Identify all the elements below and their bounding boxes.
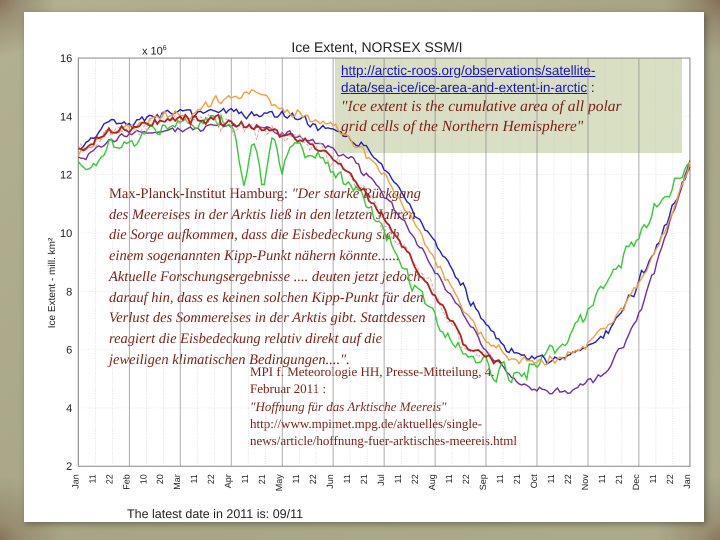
svg-text:21: 21 (614, 474, 624, 484)
svg-text:10: 10 (138, 474, 148, 484)
svg-text:6: 6 (66, 345, 72, 357)
svg-text:21: 21 (257, 474, 267, 484)
svg-text:Jan: Jan (682, 474, 692, 489)
svg-text:Aug: Aug (427, 474, 437, 490)
svg-text:14: 14 (60, 111, 72, 123)
svg-text:21: 21 (359, 474, 369, 484)
svg-text:11: 11 (393, 474, 403, 483)
svg-text:Sep: Sep (478, 474, 488, 490)
svg-text:Apr: Apr (223, 474, 233, 488)
svg-text:Dec: Dec (631, 474, 641, 491)
svg-text:16: 16 (60, 53, 72, 65)
svg-text:11: 11 (648, 474, 658, 483)
svg-text:May: May (274, 474, 284, 492)
svg-text:Jun: Jun (325, 474, 335, 489)
svg-text:11: 11 (444, 474, 454, 483)
svg-text:22: 22 (206, 474, 216, 484)
svg-text:22: 22 (665, 474, 675, 484)
svg-text:22: 22 (308, 474, 318, 484)
svg-text:11: 11 (291, 474, 301, 483)
svg-text:Feb: Feb (121, 474, 131, 490)
svg-text:22: 22 (104, 474, 114, 484)
svg-text:2: 2 (66, 461, 72, 473)
svg-text:8: 8 (66, 286, 72, 298)
svg-text:4: 4 (66, 403, 72, 415)
svg-text:11: 11 (342, 474, 352, 483)
svg-text:21: 21 (512, 474, 522, 484)
svg-text:12: 12 (60, 170, 72, 182)
svg-text:11: 11 (87, 474, 97, 483)
svg-text:22: 22 (410, 474, 420, 484)
svg-text:Jul: Jul (376, 474, 386, 486)
svg-text:Nov: Nov (580, 474, 590, 491)
svg-text:Jan: Jan (70, 474, 80, 489)
svg-text:11: 11 (597, 474, 607, 483)
svg-text:11: 11 (546, 474, 556, 483)
svg-text:11: 11 (495, 474, 505, 483)
svg-text:20: 20 (155, 474, 165, 484)
svg-text:22: 22 (563, 474, 573, 484)
svg-text:Mar: Mar (172, 474, 182, 490)
svg-text:22: 22 (461, 474, 471, 484)
svg-text:11: 11 (189, 474, 199, 483)
svg-text:Oct: Oct (529, 474, 539, 489)
svg-text:10: 10 (60, 228, 72, 240)
svg-text:11: 11 (240, 474, 250, 483)
